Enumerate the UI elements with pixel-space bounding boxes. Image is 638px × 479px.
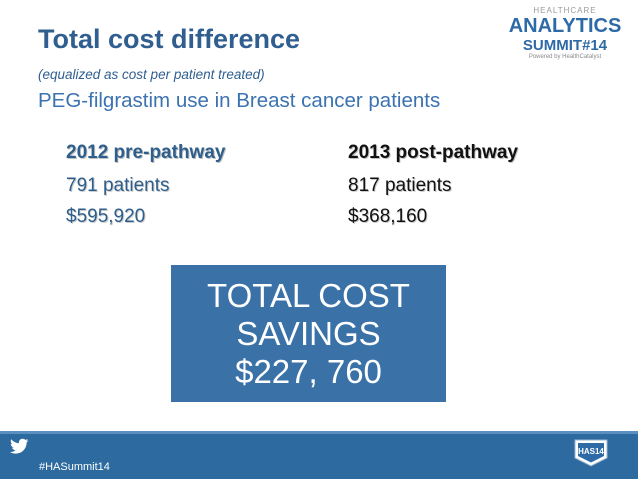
savings-amount: $227, 760 [235,352,382,390]
logo-powered-text: Powered by HealthCatalyst [528,54,602,60]
savings-box: TOTAL COST SAVINGS $227, 760 [171,265,446,402]
slide-topic: PEG-filgrastim use in Breast cancer pati… [38,89,441,112]
badge-text: HAS14 [578,447,604,456]
pre-pathway-heading: 2012 pre-pathway [66,142,226,163]
logo-healthcare-text: HEALTHCARE [533,6,597,15]
has14-badge-icon: HAS14 [574,439,608,467]
savings-line-1: TOTAL COST [207,276,410,314]
footer-bar [0,431,638,479]
summit-logo-icon: HEALTHCARE ANALYTICS SUMMIT#14 Powered b… [506,6,624,78]
post-pathway-cost: $368,160 [348,206,428,227]
pre-pathway-cost: $595,920 [66,206,146,227]
post-pathway-heading: 2013 post-pathway [348,142,518,163]
savings-line-2: SAVINGS [236,314,381,352]
slide-title: Total cost difference [38,24,301,54]
twitter-bird-icon [10,438,29,454]
hashtag-text: #HASummit14 [39,461,110,473]
pre-pathway-patients: 791 patients [66,175,170,196]
footer-highlight [0,431,638,434]
slide-subtitle: (equalized as cost per patient treated) [38,67,265,82]
logo-analytics-text: ANALYTICS [508,15,622,37]
logo-summit-text: SUMMIT#14 [522,37,608,54]
post-pathway-patients: 817 patients [348,175,452,196]
